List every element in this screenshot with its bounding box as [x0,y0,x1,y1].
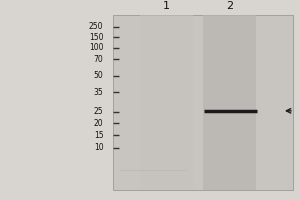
Text: 1: 1 [163,1,170,11]
Bar [140,15,193,190]
Text: 25: 25 [94,107,104,116]
Text: 10: 10 [94,143,104,152]
Text: 20: 20 [94,119,104,128]
Text: 15: 15 [94,131,104,140]
Text: 35: 35 [94,88,103,97]
Bar [112,15,292,190]
Text: 250: 250 [89,22,103,31]
Text: 150: 150 [89,33,103,42]
Bar [203,15,256,190]
Text: 100: 100 [89,43,103,52]
Text: 70: 70 [94,55,103,64]
Text: 2: 2 [226,1,233,11]
Text: 50: 50 [94,71,103,80]
